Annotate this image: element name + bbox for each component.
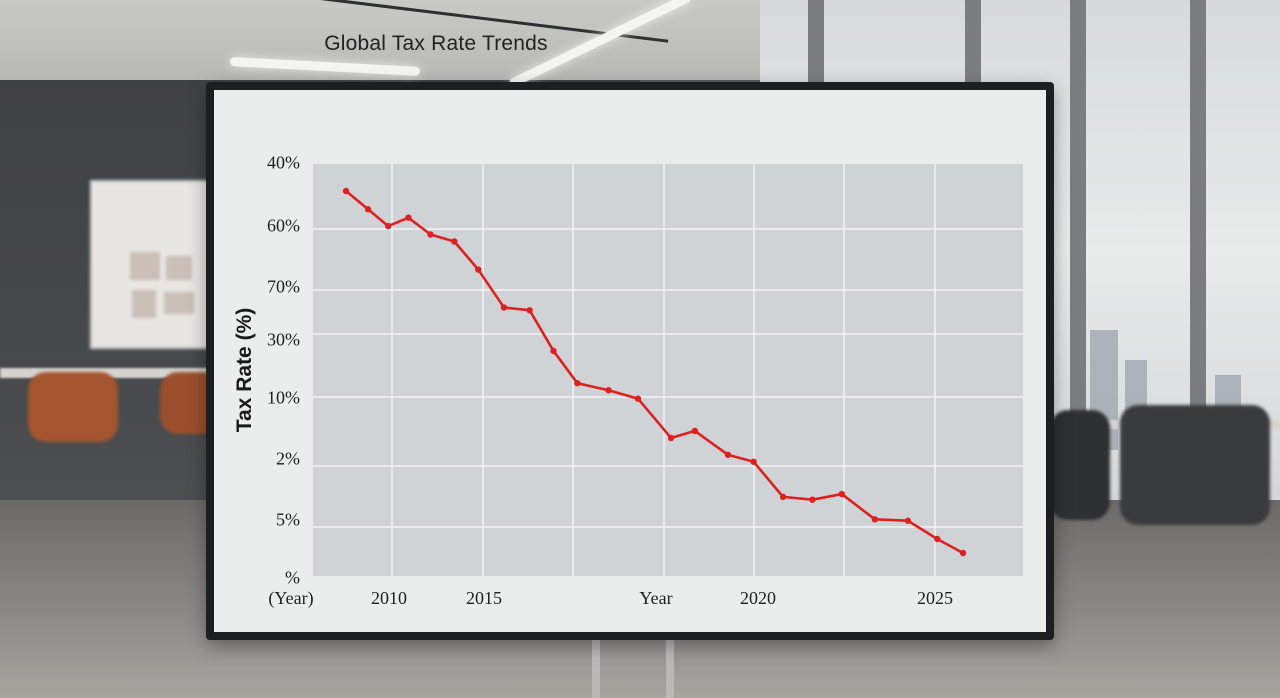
data-point [691, 427, 699, 435]
x-tick-label: 2025 [917, 588, 953, 608]
data-point [634, 395, 642, 402]
data-point [385, 222, 392, 230]
y-tick-label: 2% [276, 448, 300, 469]
data-point [605, 387, 612, 394]
data-point [809, 496, 816, 503]
data-point [427, 231, 434, 238]
data-point [342, 187, 350, 195]
data-point [405, 214, 412, 221]
data-point [574, 380, 581, 387]
stand-leg [592, 640, 600, 698]
series-line [345, 189, 964, 555]
data-point [838, 490, 846, 498]
chair [1050, 410, 1110, 520]
data-point [724, 451, 732, 458]
y-tick-label: 10% [267, 387, 300, 408]
data-point [364, 206, 372, 213]
stand-leg [666, 640, 674, 698]
chair [28, 372, 118, 442]
data-point [667, 434, 675, 442]
data-point [500, 304, 508, 311]
data-point [934, 535, 941, 543]
y-tick-label: 70% [267, 276, 300, 297]
data-point [959, 549, 967, 557]
data-point [750, 458, 757, 465]
chair [1120, 405, 1270, 525]
y-tick-label: 60% [267, 215, 300, 236]
x-tick-label: Year [639, 588, 673, 608]
x-tick-label: 2015 [466, 588, 502, 608]
x-tick-label: 2010 [371, 588, 407, 608]
data-point [475, 266, 482, 273]
x-tick-label: (Year) [268, 588, 314, 608]
data-point [904, 517, 912, 524]
data-point [550, 347, 557, 355]
y-tick-label: % [285, 567, 300, 588]
data-point [779, 493, 787, 501]
y-tick-label: 30% [267, 329, 300, 350]
y-tick-label: 5% [276, 509, 300, 530]
data-point [451, 238, 458, 245]
data-point [526, 307, 533, 314]
chart-title: Global Tax Rate Trends [324, 32, 548, 55]
data-point [871, 516, 879, 523]
y-tick-label: 40% [267, 152, 300, 173]
x-tick-label: 2020 [740, 588, 776, 608]
